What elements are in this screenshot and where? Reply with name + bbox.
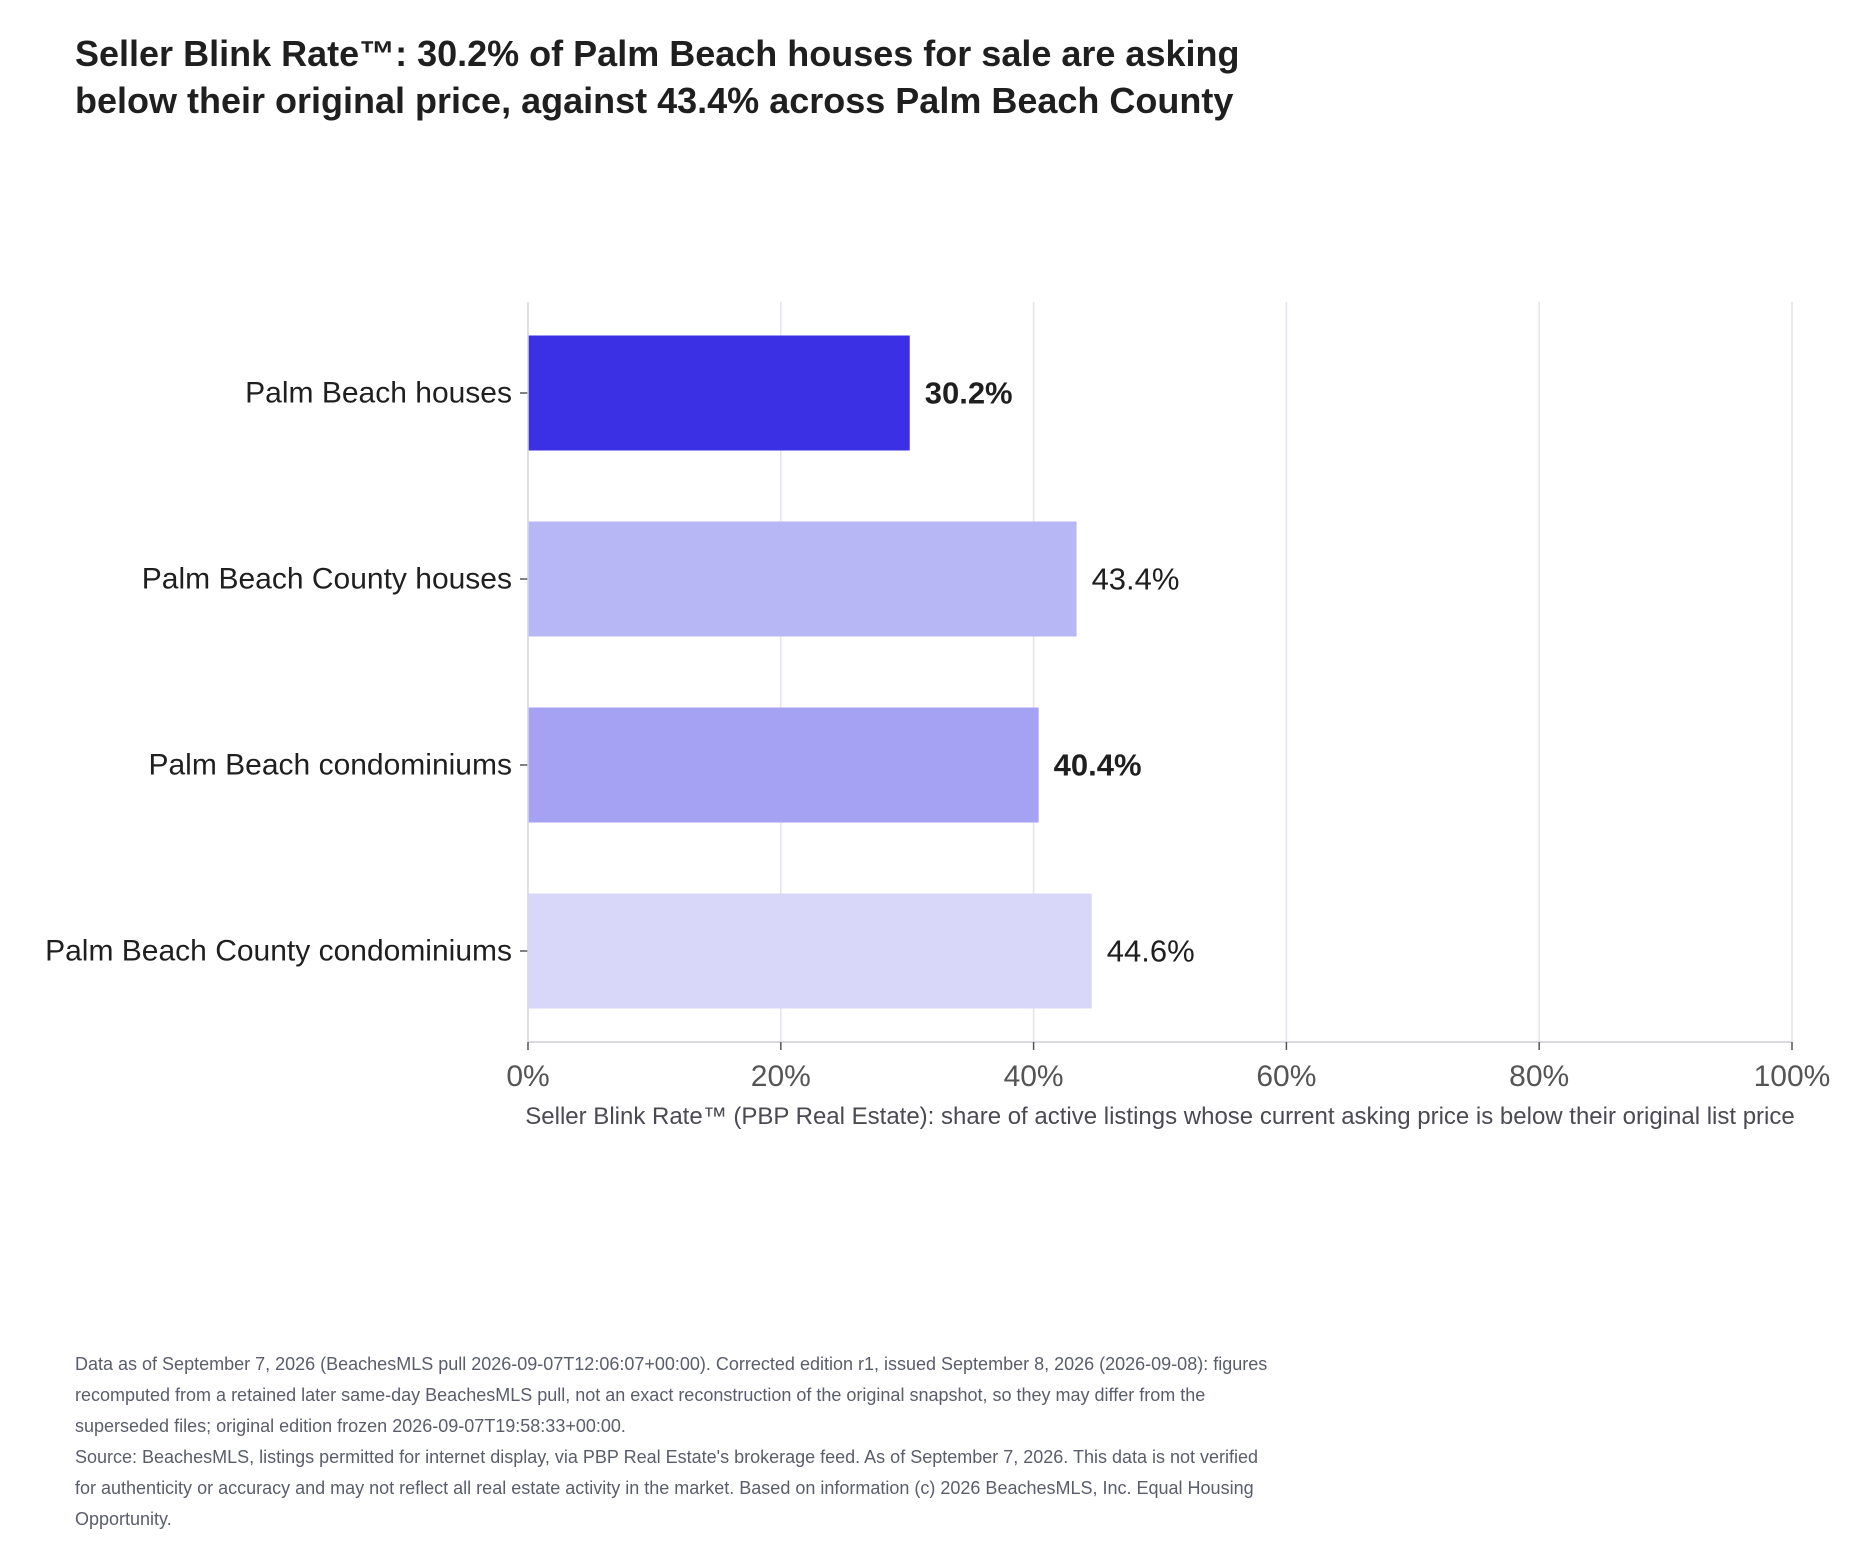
y-tick-label: Palm Beach County condominiums xyxy=(45,935,512,968)
bar xyxy=(528,893,1092,1009)
chart-title-line-1: Seller Blink Rate™: 30.2% of Palm Beach … xyxy=(75,33,1240,74)
y-axis: Palm Beach houses Palm Beach County house… xyxy=(45,302,529,1042)
y-tick-label: Palm Beach condominiums xyxy=(148,749,512,782)
x-tick-label: 60% xyxy=(1256,1060,1316,1093)
chart-title: Seller Blink Rate™: 30.2% of Palm Beach … xyxy=(75,30,1575,124)
x-tick-label: 20% xyxy=(751,1060,811,1093)
bar-chart: 30.2%43.4%40.4%44.6% Palm Beach housesPa… xyxy=(45,302,1831,1130)
bar xyxy=(528,707,1039,823)
x-tick-label: 0% xyxy=(506,1060,549,1093)
bar xyxy=(528,521,1077,637)
bar-value-label: 44.6% xyxy=(1107,934,1195,969)
footnote-line: for authenticity or accuracy and may not… xyxy=(75,1478,1254,1498)
x-tick-label: 100% xyxy=(1754,1060,1831,1093)
bar-value-label: 40.4% xyxy=(1054,748,1142,783)
y-tick-label: Palm Beach houses xyxy=(245,377,512,410)
x-tick-label: 40% xyxy=(1004,1060,1064,1093)
footnote-line: Opportunity. xyxy=(75,1509,172,1529)
x-axis-label: Seller Blink Rate™ (PBP Real Estate): sh… xyxy=(525,1103,1794,1130)
bar-value-label: 43.4% xyxy=(1092,562,1180,597)
y-tick-label: Palm Beach County houses xyxy=(142,563,512,596)
footnote: Data as of September 7, 2026 (BeachesMLS… xyxy=(75,1349,1475,1535)
x-tick-label: 80% xyxy=(1509,1060,1569,1093)
x-axis: 0% 20% 40% 60% 80% 100% xyxy=(506,1041,1831,1093)
chart-bars: 30.2% 43.4% 40.4% 44.6% xyxy=(528,335,1195,1009)
chart-title-line-2: below their original price, against 43.4… xyxy=(75,80,1234,121)
footnote-line: Source: BeachesMLS, listings permitted f… xyxy=(75,1447,1259,1467)
bar xyxy=(528,335,910,451)
footnote-line: superseded files; original edition froze… xyxy=(75,1416,626,1436)
footnote-line: Data as of September 7, 2026 (BeachesMLS… xyxy=(75,1354,1268,1374)
footnote-line: recomputed from a retained later same-da… xyxy=(75,1385,1206,1405)
bar-value-label: 30.2% xyxy=(925,376,1013,411)
